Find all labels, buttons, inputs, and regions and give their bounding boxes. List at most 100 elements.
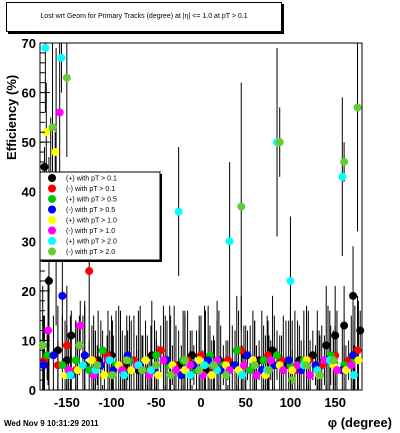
data-point bbox=[349, 291, 358, 300]
data-point bbox=[105, 356, 114, 365]
legend-label: (-) with pT > 2.0 bbox=[66, 249, 115, 256]
data-point bbox=[225, 237, 234, 246]
legend-marker bbox=[48, 174, 56, 182]
data-point bbox=[186, 361, 195, 370]
legend-marker bbox=[48, 216, 56, 224]
data-point bbox=[67, 331, 76, 340]
chart-title: Lost wrt Geom for Primary Tracks (degree… bbox=[6, 2, 282, 32]
data-point bbox=[238, 371, 247, 380]
data-point bbox=[137, 366, 146, 375]
data-point bbox=[222, 371, 231, 380]
data-point bbox=[315, 371, 324, 380]
data-point bbox=[286, 276, 295, 285]
legend-label: (-) with pT > 0.1 bbox=[66, 186, 115, 193]
data-point bbox=[332, 366, 341, 375]
legend-label: (+) with pT > 1.0 bbox=[66, 218, 117, 225]
y-tick-label: 30 bbox=[22, 234, 36, 249]
data-point bbox=[58, 291, 67, 300]
legend-marker bbox=[48, 237, 56, 245]
y-tick-label: 70 bbox=[22, 36, 36, 51]
data-point bbox=[40, 162, 49, 171]
y-axis-label: Efficiency (%) bbox=[4, 74, 19, 160]
legend-label: (+) with pT > 2.0 bbox=[66, 239, 117, 246]
data-point bbox=[55, 108, 64, 117]
data-point bbox=[44, 276, 53, 285]
data-point bbox=[71, 356, 80, 365]
data-point bbox=[195, 366, 204, 375]
data-point bbox=[93, 361, 102, 370]
data-point bbox=[152, 361, 161, 370]
legend-box bbox=[39, 171, 161, 261]
data-point bbox=[80, 351, 89, 360]
data-point bbox=[44, 326, 53, 335]
data-point bbox=[349, 371, 358, 380]
y-tick-label: 60 bbox=[22, 86, 36, 101]
data-point bbox=[154, 371, 163, 380]
data-point bbox=[76, 321, 85, 330]
data-point bbox=[43, 351, 52, 360]
data-point bbox=[171, 366, 180, 375]
data-point bbox=[100, 371, 109, 380]
data-point bbox=[356, 326, 365, 335]
data-point bbox=[354, 356, 363, 365]
legend-label: (+) with pT > 0.1 bbox=[66, 176, 117, 183]
data-point bbox=[250, 361, 259, 370]
data-point bbox=[340, 157, 349, 166]
data-point bbox=[57, 53, 66, 62]
data-point bbox=[302, 361, 311, 370]
data-point bbox=[288, 376, 297, 385]
data-point bbox=[275, 138, 284, 147]
data-point bbox=[284, 356, 293, 365]
data-point bbox=[340, 321, 349, 330]
data-point bbox=[122, 356, 131, 365]
x-tick-label: -50 bbox=[147, 395, 166, 410]
y-tick-label: 0 bbox=[29, 383, 36, 398]
data-point bbox=[146, 366, 155, 375]
legend-marker bbox=[48, 205, 56, 214]
data-point bbox=[58, 361, 67, 370]
data-point bbox=[49, 351, 58, 360]
data-point bbox=[62, 341, 71, 350]
x-tick-label: 150 bbox=[324, 395, 346, 410]
data-point bbox=[159, 356, 168, 365]
data-point bbox=[306, 371, 315, 380]
legend-label: (-) with pT > 0.5 bbox=[66, 207, 115, 214]
data-point bbox=[279, 366, 288, 375]
data-point bbox=[347, 361, 356, 370]
data-point bbox=[252, 371, 261, 380]
data-point bbox=[66, 371, 75, 380]
x-tick-label: 100 bbox=[280, 395, 302, 410]
data-point bbox=[259, 356, 268, 365]
timestamp: Wed Nov 9 10:31:29 2011 bbox=[4, 419, 99, 428]
data-point bbox=[174, 207, 183, 216]
data-point bbox=[195, 356, 204, 365]
data-point bbox=[186, 371, 195, 380]
legend: (+) with pT > 0.1 (-) with pT > 0.1 (+) wi… bbox=[39, 171, 162, 262]
data-point bbox=[152, 351, 161, 360]
legend-marker bbox=[48, 195, 56, 203]
legend-marker bbox=[48, 247, 56, 256]
data-point bbox=[62, 73, 71, 82]
data-point bbox=[207, 371, 216, 380]
data-point bbox=[243, 351, 252, 360]
data-point bbox=[39, 361, 48, 370]
data-point bbox=[349, 351, 358, 360]
data-point bbox=[180, 356, 189, 365]
data-point bbox=[108, 371, 117, 380]
x-tick-label: -150 bbox=[54, 395, 80, 410]
data-point bbox=[85, 267, 94, 276]
data-point bbox=[237, 202, 246, 211]
data-point bbox=[180, 366, 189, 375]
data-point bbox=[293, 361, 302, 370]
data-point bbox=[232, 346, 241, 355]
legend-label: (+) with pT > 0.5 bbox=[66, 197, 117, 204]
legend-marker bbox=[48, 226, 56, 235]
data-point bbox=[353, 103, 362, 112]
data-point bbox=[264, 366, 273, 375]
data-point bbox=[329, 356, 338, 365]
x-tick-label: 50 bbox=[238, 395, 252, 410]
data-point bbox=[73, 366, 82, 375]
data-point bbox=[41, 43, 50, 52]
x-tick-label: 0 bbox=[197, 395, 204, 410]
data-point bbox=[78, 361, 87, 370]
